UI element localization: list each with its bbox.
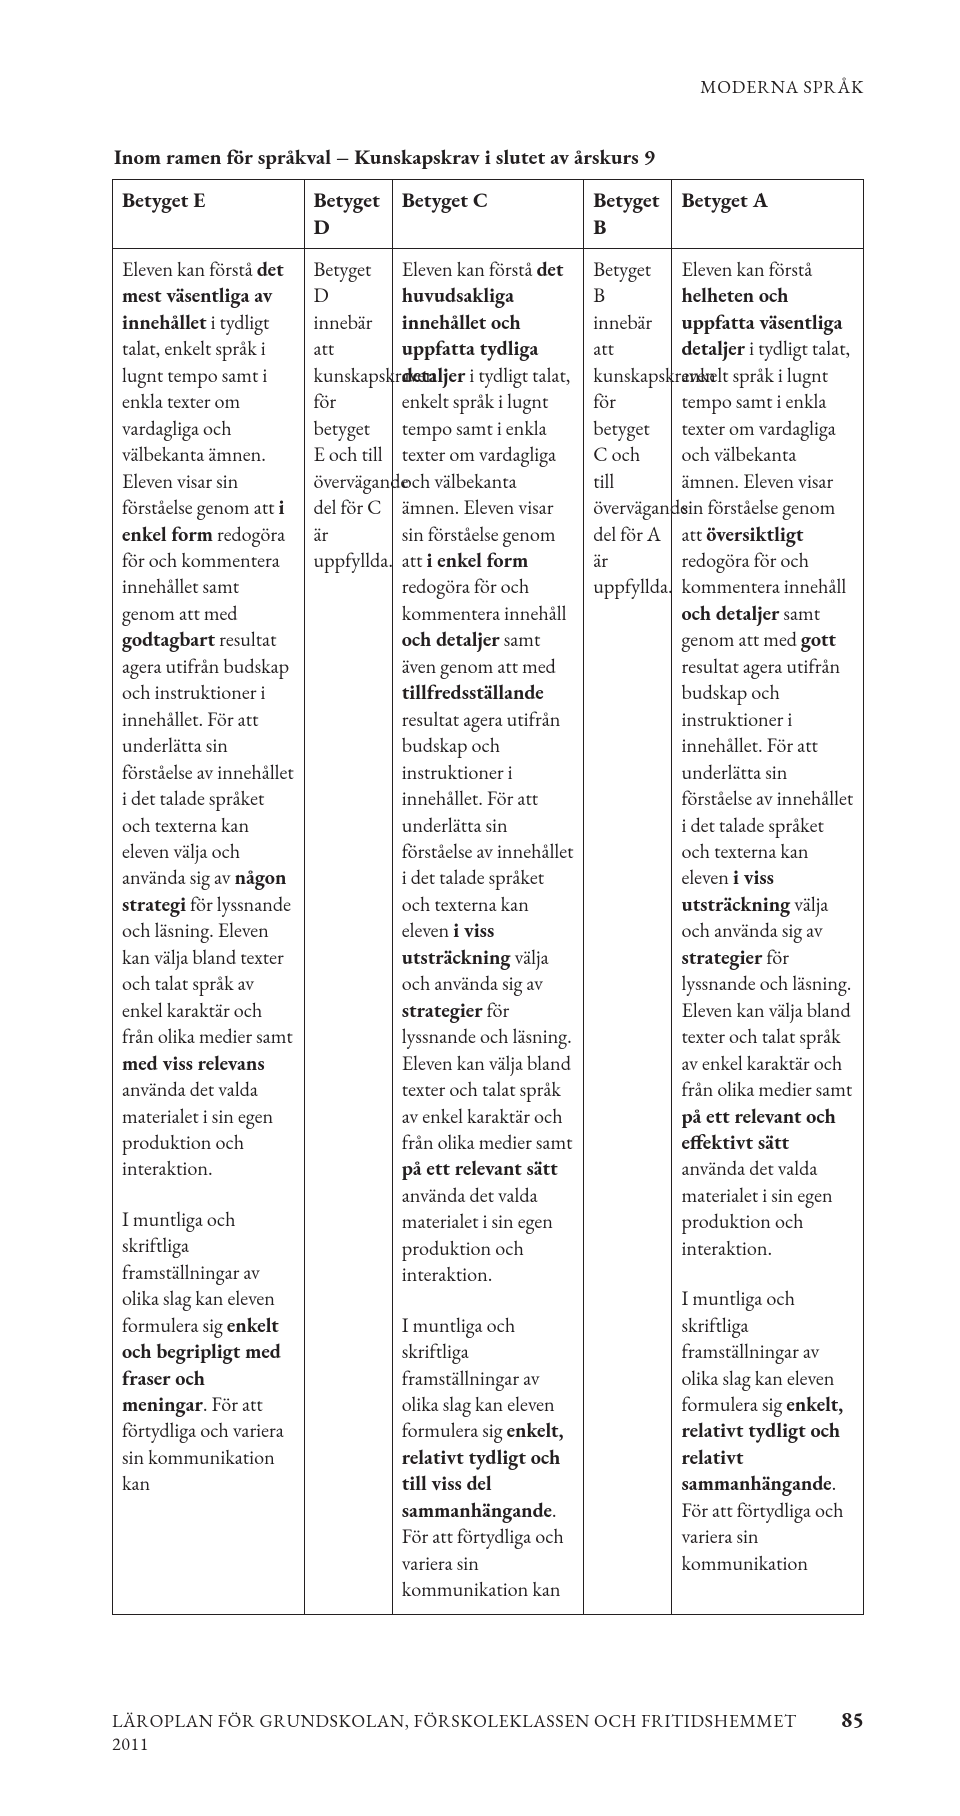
cell-c-p1: Eleven kan förstå det huvudsakliga inneh… [402, 257, 575, 1289]
col-header-b: Betyget B [584, 180, 672, 249]
col-header-a: Betyget A [672, 180, 864, 249]
cell-e-p2: I muntliga och skriftliga framställninga… [122, 1207, 295, 1498]
table-caption: Inom ramen för språkval – Kunskapskrav i… [112, 144, 864, 171]
page-footer: LÄROPLAN FÖR GRUNDSKOLAN, FÖRSKOLEKLASSE… [112, 1705, 864, 1756]
page-number: 85 [841, 1705, 864, 1734]
footer-text: LÄROPLAN FÖR GRUNDSKOLAN, FÖRSKOLEKLASSE… [112, 1710, 827, 1756]
table-row: Eleven kan förstå det mest väsentliga av… [113, 249, 864, 1615]
cell-a: Eleven kan förstå helheten och uppfatta … [672, 249, 864, 1615]
table-header-row: Betyget E Betyget D Betyget C Betyget B … [113, 180, 864, 249]
cell-e: Eleven kan förstå det mest väsentliga av… [113, 249, 305, 1615]
cell-b: Betyget B innebär att kunskapskraven för… [584, 249, 672, 1615]
criteria-table: Betyget E Betyget D Betyget C Betyget B … [112, 179, 864, 1615]
cell-d-p1: Betyget D innebär att kunskapskraven för… [314, 257, 383, 574]
col-header-d: Betyget D [304, 180, 392, 249]
cell-a-p1: Eleven kan förstå helheten och uppfatta … [681, 257, 854, 1262]
cell-d: Betyget D innebär att kunskapskraven för… [304, 249, 392, 1615]
cell-c: Eleven kan förstå det huvudsakliga inneh… [392, 249, 584, 1615]
cell-a-p2: I muntliga och skriftliga framställninga… [681, 1286, 854, 1577]
col-header-c: Betyget C [392, 180, 584, 249]
col-header-e: Betyget E [113, 180, 305, 249]
cell-e-p1: Eleven kan förstå det mest väsentliga av… [122, 257, 295, 1183]
running-header: MODERNA SPRÅK [700, 76, 864, 99]
cell-c-p2: I muntliga och skriftliga framställninga… [402, 1313, 575, 1604]
cell-b-p1: Betyget B innebär att kunskapskraven för… [593, 257, 662, 601]
